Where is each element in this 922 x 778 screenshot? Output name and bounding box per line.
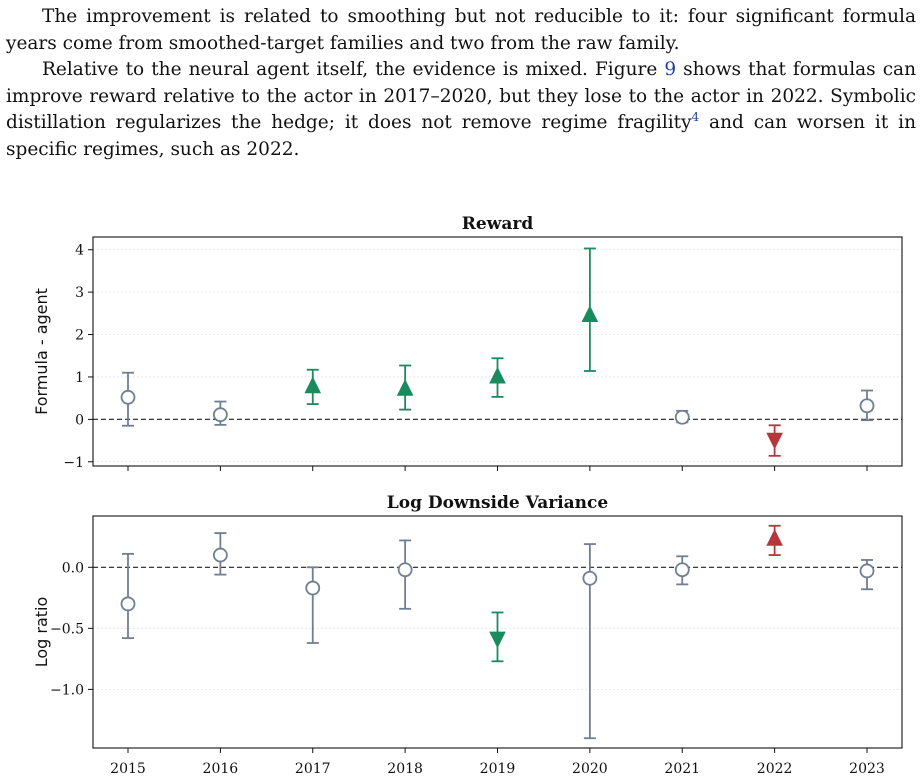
y-tick-label: −1 bbox=[63, 455, 84, 471]
paragraph-neural-agent: Relative to the neural agent itself, the… bbox=[6, 57, 916, 163]
circle-marker bbox=[212, 547, 228, 563]
x-tick-label: 2021 bbox=[664, 761, 700, 777]
data-point-2022 bbox=[766, 524, 783, 556]
figure-reference-link[interactable]: 9 bbox=[664, 59, 677, 80]
x-tick-label: 2016 bbox=[203, 761, 239, 777]
data-point-2021 bbox=[674, 555, 690, 586]
triangle-up-marker bbox=[581, 305, 599, 322]
data-point-2016 bbox=[212, 400, 228, 426]
chart-title: Reward bbox=[462, 214, 534, 234]
footnote-marker[interactable]: 4 bbox=[691, 109, 700, 124]
body-text: The improvement is related to smoothing … bbox=[6, 4, 916, 163]
circle-marker bbox=[859, 398, 875, 414]
x-tick-label: 2022 bbox=[757, 761, 793, 777]
data-point-2015 bbox=[120, 371, 136, 427]
circle-marker bbox=[212, 407, 228, 423]
chart-title: Log Downside Variance bbox=[387, 493, 609, 513]
data-point-2021 bbox=[674, 409, 690, 425]
y-axis-label: Formula - agent bbox=[32, 288, 51, 415]
circle-marker bbox=[582, 570, 598, 586]
triangle-up-marker bbox=[489, 366, 506, 384]
chart-panel-1: −1 0 1 2 3 4 Reward Formula - agent bbox=[32, 214, 903, 471]
y-tick-label: 0.0 bbox=[62, 560, 84, 576]
paragraph-text-end: and can worsen it in specific regimes, s… bbox=[6, 112, 916, 160]
data-point-2017 bbox=[304, 368, 322, 405]
data-point-2019 bbox=[489, 357, 506, 398]
y-tick-label: 4 bbox=[75, 243, 84, 259]
paragraph-text-start: Relative to the neural agent itself, the… bbox=[42, 59, 665, 80]
circle-marker bbox=[674, 562, 690, 578]
data-point-2018 bbox=[397, 539, 413, 610]
triangle-up-marker bbox=[304, 376, 322, 394]
data-point-2020 bbox=[582, 543, 598, 740]
x-tick-label: 2020 bbox=[572, 761, 608, 777]
paragraph-text-middle: shows that formulas can improve reward r… bbox=[6, 59, 916, 133]
circle-marker bbox=[120, 389, 136, 405]
circle-marker bbox=[674, 409, 690, 425]
y-axis-label: Log ratio bbox=[32, 597, 51, 668]
y-tick-label: 0 bbox=[75, 412, 84, 428]
x-tick-label: 2018 bbox=[387, 761, 423, 777]
data-point-2023 bbox=[859, 389, 875, 422]
plot-frame bbox=[92, 236, 903, 467]
paragraph-smoothing: The improvement is related to smoothing … bbox=[6, 4, 916, 57]
data-point-2023 bbox=[859, 559, 875, 591]
data-point-2020 bbox=[581, 247, 599, 372]
circle-marker bbox=[859, 563, 875, 579]
data-point-2019 bbox=[489, 611, 506, 663]
data-point-2018 bbox=[396, 364, 414, 411]
x-tick-label: 2023 bbox=[849, 761, 885, 777]
y-tick-label: 3 bbox=[75, 285, 84, 301]
y-tick-label: 2 bbox=[75, 328, 84, 344]
circle-marker bbox=[305, 580, 321, 596]
triangle-down-marker bbox=[766, 432, 783, 450]
x-tick-label: 2019 bbox=[480, 761, 516, 777]
figure-reward-and-downside: −1 0 1 2 3 4 Reward Formula - agent 0.0 −0.5 −1.0 2… bbox=[32, 214, 903, 777]
y-tick-label: −0.5 bbox=[50, 621, 84, 637]
triangle-down-marker bbox=[489, 631, 506, 649]
triangle-up-marker bbox=[766, 529, 783, 546]
data-point-2022 bbox=[766, 424, 783, 457]
circle-marker bbox=[120, 596, 136, 612]
plot-frame bbox=[92, 515, 903, 749]
triangle-up-marker bbox=[396, 379, 414, 396]
data-point-2016 bbox=[212, 532, 228, 576]
data-point-2015 bbox=[120, 552, 136, 640]
x-tick-label: 2015 bbox=[110, 761, 146, 777]
y-tick-label: 1 bbox=[75, 370, 84, 386]
x-tick-label: 2017 bbox=[295, 761, 331, 777]
y-tick-label: −1.0 bbox=[50, 682, 84, 698]
circle-marker bbox=[397, 562, 413, 578]
chart-panel-2: 0.0 −0.5 −1.0 2015 2016 2017 2018 2019 2020 2021 2… bbox=[32, 493, 903, 777]
data-point-2017 bbox=[305, 566, 321, 644]
paragraph-smoothing-text: The improvement is related to smoothing … bbox=[6, 6, 916, 54]
